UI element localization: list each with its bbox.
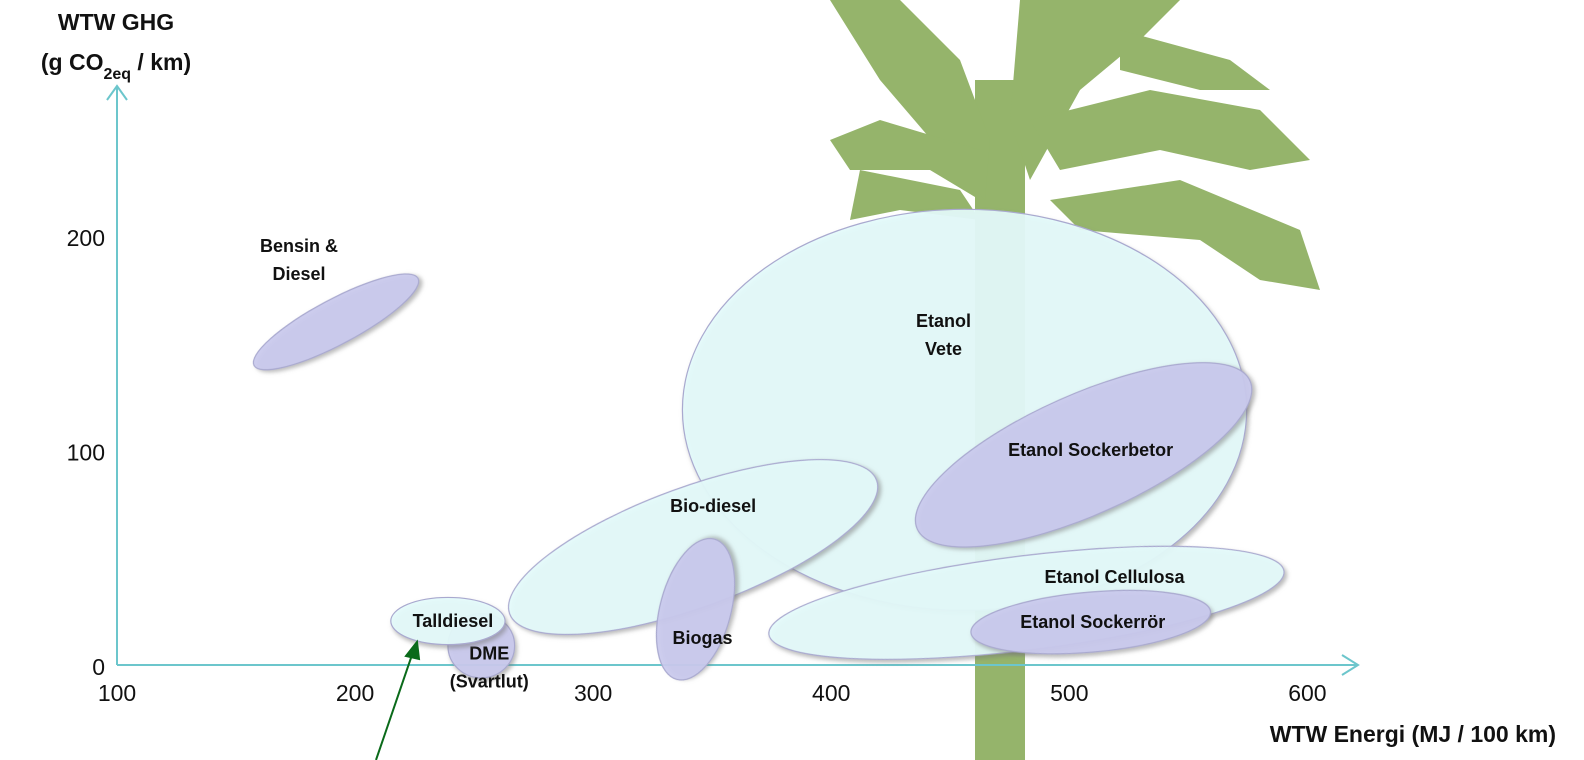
chart: Etanol Vete Bio-diesel Biogas Etanol Cellulo… [0, 0, 1584, 760]
region-label: Biogas [673, 628, 733, 648]
y-tick-label: 100 [67, 440, 105, 466]
y-axis-title-sub: 2eq [103, 66, 131, 83]
y-axis-title: WTW GHG [58, 9, 174, 35]
x-tick-label: 300 [574, 680, 612, 706]
region-label: Bensin & Diesel [260, 236, 338, 284]
region-label: Etanol Sockerbetor [1008, 440, 1173, 460]
x-tick-label: 400 [812, 680, 850, 706]
y-axis-title-part: (g CO [41, 49, 104, 75]
region-label: Etanol Sockerrör [1020, 612, 1165, 632]
x-tick-label: 500 [1050, 680, 1088, 706]
y-axis-title: (g CO2eq / km) [41, 49, 191, 83]
region-label-line: Biogas [673, 628, 733, 648]
region-label: Talldiesel [413, 611, 494, 631]
region-label-line: Vete [925, 339, 962, 359]
region-label-line: Talldiesel [413, 611, 494, 631]
region [243, 258, 428, 385]
arrow [376, 642, 419, 760]
y-tick-label: 0 [92, 654, 105, 680]
region-label: Bio-diesel [670, 496, 756, 516]
y-axis-title-part: / km) [131, 49, 191, 75]
region-label: Etanol Cellulosa [1044, 567, 1185, 587]
plot-area: Etanol Vete Bio-diesel Biogas Etanol Cellulo… [243, 209, 1289, 691]
region-label-line: Etanol Cellulosa [1044, 567, 1185, 587]
region-label-line: (Svartlut) [450, 672, 529, 692]
x-axis-title: WTW Energi (MJ / 100 km) [1270, 721, 1556, 747]
x-tick-label: 200 [336, 680, 374, 706]
region-label-line: Bensin & [260, 236, 338, 256]
x-tick-label: 100 [98, 680, 136, 706]
y-tick-label: 200 [67, 225, 105, 251]
x-tick-label: 600 [1288, 680, 1326, 706]
region-label-line: Etanol Sockerbetor [1008, 440, 1173, 460]
region-label-line: Etanol [916, 311, 971, 331]
region-label-line: Etanol Sockerrör [1020, 612, 1165, 632]
region-label-line: Bio-diesel [670, 496, 756, 516]
region-label-line: Diesel [273, 264, 326, 284]
region-label-line: DME [469, 644, 509, 664]
